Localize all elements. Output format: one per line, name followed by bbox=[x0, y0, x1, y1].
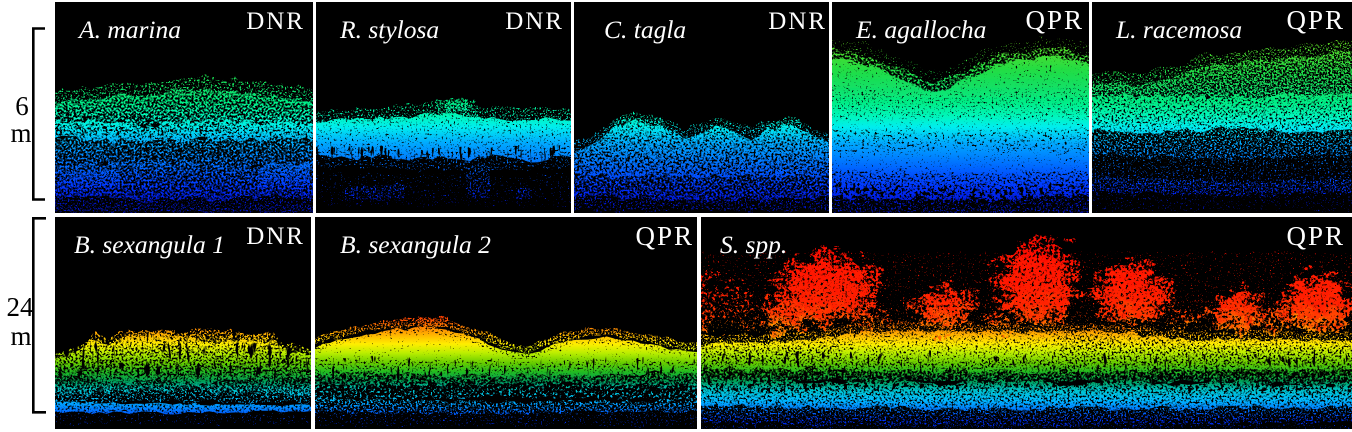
svg-text:C. tagla: C. tagla bbox=[604, 15, 686, 44]
svg-text:R. stylosa: R. stylosa bbox=[339, 15, 439, 44]
svg-text:DNR: DNR bbox=[246, 223, 305, 250]
svg-text:E. agallocha: E. agallocha bbox=[855, 15, 986, 44]
svg-text:24: 24 bbox=[7, 292, 35, 322]
svg-text:QPR: QPR bbox=[1286, 5, 1345, 35]
svg-text:QPR: QPR bbox=[1286, 221, 1345, 251]
svg-text:QPR: QPR bbox=[635, 221, 694, 251]
svg-text:QPR: QPR bbox=[1025, 5, 1084, 35]
svg-text:A. marina: A. marina bbox=[77, 15, 181, 44]
svg-text:B. sexangula 2: B. sexangula 2 bbox=[340, 230, 491, 259]
svg-text:m: m bbox=[10, 118, 31, 148]
svg-text:DNR: DNR bbox=[768, 8, 827, 35]
svg-text:m: m bbox=[10, 321, 31, 351]
svg-text:6: 6 bbox=[15, 91, 29, 121]
svg-text:DNR: DNR bbox=[505, 8, 564, 35]
svg-text:S. spp.: S. spp. bbox=[720, 230, 787, 259]
svg-text:B. sexangula 1: B. sexangula 1 bbox=[74, 230, 225, 259]
svg-text:DNR: DNR bbox=[246, 8, 305, 35]
svg-text:L. racemosa: L. racemosa bbox=[1115, 15, 1242, 44]
